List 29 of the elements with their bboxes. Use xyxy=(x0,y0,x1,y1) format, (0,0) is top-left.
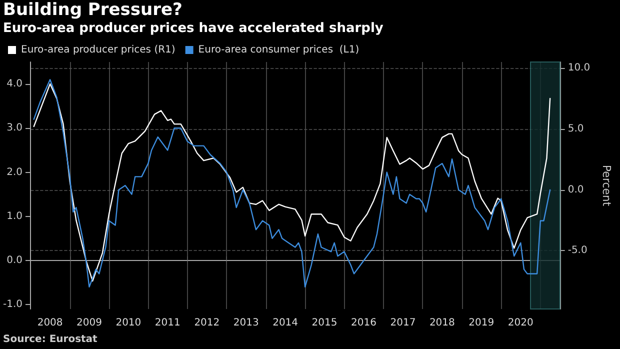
y-tick-label: 3.0 xyxy=(6,122,23,134)
x-tick-label: 2009 xyxy=(76,318,102,328)
x-tick-label: 2011 xyxy=(154,318,180,328)
y2-tick-label: -5.0 xyxy=(568,245,588,256)
legend-label: Euro-area consumer prices (L1) xyxy=(198,44,360,56)
x-tick-label: 2016 xyxy=(351,318,377,328)
x-tick-label: 2014 xyxy=(272,318,298,328)
x-tick-label: 2018 xyxy=(429,318,455,328)
x-tick-label: 2020 xyxy=(508,318,534,328)
y-tick-label: 1.0 xyxy=(6,210,23,222)
x-tick-label: 2015 xyxy=(312,318,338,328)
y2-tick-label: 0.0 xyxy=(568,184,584,196)
y-tick-label: -1.0 xyxy=(2,299,23,310)
source-note: Source: Eurostat xyxy=(3,334,98,345)
y-tick-label: 2.0 xyxy=(6,166,23,178)
x-tick-label: 2012 xyxy=(194,318,220,328)
y2-tick-label: 5.0 xyxy=(568,123,584,134)
chart-subtitle: Euro-area producer prices have accelerated sharply xyxy=(3,21,384,36)
y-tick-label: 4.0 xyxy=(6,78,23,90)
y-tick-label: 0.0 xyxy=(6,254,23,266)
y2-tick-label: 10.0 xyxy=(568,62,590,74)
x-tick-label: 2010 xyxy=(116,318,142,328)
x-tick-label: 2013 xyxy=(233,318,259,328)
y2-axis-title: Percent xyxy=(600,164,613,207)
legend-label: Euro-area producer prices (R1) xyxy=(21,44,176,56)
x-tick-label: 2017 xyxy=(390,318,416,328)
x-tick-label: 2008 xyxy=(37,318,63,328)
chart-title: Building Pressure? xyxy=(3,0,182,20)
x-tick-label: 2019 xyxy=(468,318,494,328)
